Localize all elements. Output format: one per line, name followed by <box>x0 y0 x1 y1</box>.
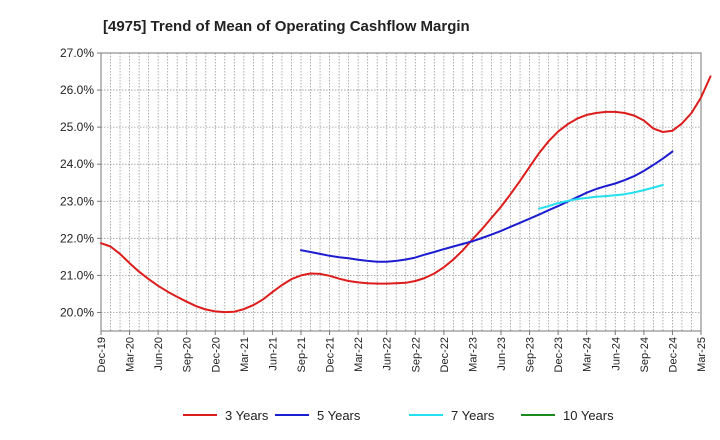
series-line-5-years <box>300 150 674 263</box>
x-tick-label: Sep-20 <box>182 337 194 372</box>
grid <box>101 52 701 331</box>
legend: 3 Years 5 Years 7 Years 10 Years <box>183 408 614 423</box>
x-tick-label: Dec-22 <box>439 337 451 372</box>
y-tick-label: 21.0% <box>60 268 94 282</box>
x-tick-label: Mar-23 <box>467 337 479 372</box>
legend-item-10-years: 10 Years <box>521 408 614 423</box>
x-tick-label: Mar-22 <box>353 337 365 372</box>
series-lines <box>100 75 712 314</box>
x-tick-label: Sep-21 <box>296 337 308 372</box>
x-tick-label: Dec-19 <box>96 337 108 372</box>
legend-label: 3 Years <box>225 408 269 423</box>
legend-item-7-years: 7 Years <box>409 408 495 423</box>
plot-area <box>100 52 702 332</box>
y-tick-label: 26.0% <box>60 83 94 97</box>
x-tick-label: Mar-25 <box>696 337 708 372</box>
y-tick-label: 27.0% <box>60 46 94 60</box>
x-tick-label: Sep-22 <box>410 337 422 372</box>
y-tick-label: 23.0% <box>60 194 94 208</box>
x-tick-label: Jun-22 <box>382 337 394 371</box>
x-tick-label: Jun-23 <box>496 337 508 371</box>
x-tick-label: Mar-20 <box>125 337 137 372</box>
x-tick-label: Dec-24 <box>667 337 679 372</box>
y-axis: 20.0% 21.0% 22.0% 23.0% 24.0% 25.0% 26.0% 27.0% <box>60 46 101 319</box>
x-tick-label: Mar-21 <box>239 337 251 372</box>
y-tick-label: 24.0% <box>60 157 94 171</box>
y-tick-label: 25.0% <box>60 120 94 134</box>
x-tick-label: Sep-24 <box>639 337 651 372</box>
y-tick-label: 20.0% <box>60 305 94 319</box>
x-tick-label: Dec-21 <box>325 337 337 372</box>
x-tick-label: Dec-20 <box>210 337 222 372</box>
legend-item-5-years: 5 Years <box>275 408 361 423</box>
legend-label: 5 Years <box>317 408 361 423</box>
x-tick-label: Sep-23 <box>525 337 537 372</box>
chart-title: [4975] Trend of Mean of Operating Cashfl… <box>103 18 470 35</box>
x-axis: Dec-19 Mar-20 Jun-20 Sep-20 Dec-20 Mar-21 Jun-… <box>96 331 708 372</box>
legend-label: 10 Years <box>563 408 614 423</box>
x-tick-label: Mar-24 <box>582 337 594 372</box>
series-line-7-years <box>538 184 664 210</box>
legend-label: 7 Years <box>451 408 495 423</box>
legend-item-3-years: 3 Years <box>183 408 269 423</box>
y-tick-label: 22.0% <box>60 231 94 245</box>
x-tick-label: Jun-21 <box>267 337 279 371</box>
x-tick-label: Jun-20 <box>153 337 165 371</box>
x-tick-label: Dec-23 <box>553 337 565 372</box>
x-tick-label: Jun-24 <box>610 337 622 371</box>
series-line-3-years <box>100 75 712 314</box>
